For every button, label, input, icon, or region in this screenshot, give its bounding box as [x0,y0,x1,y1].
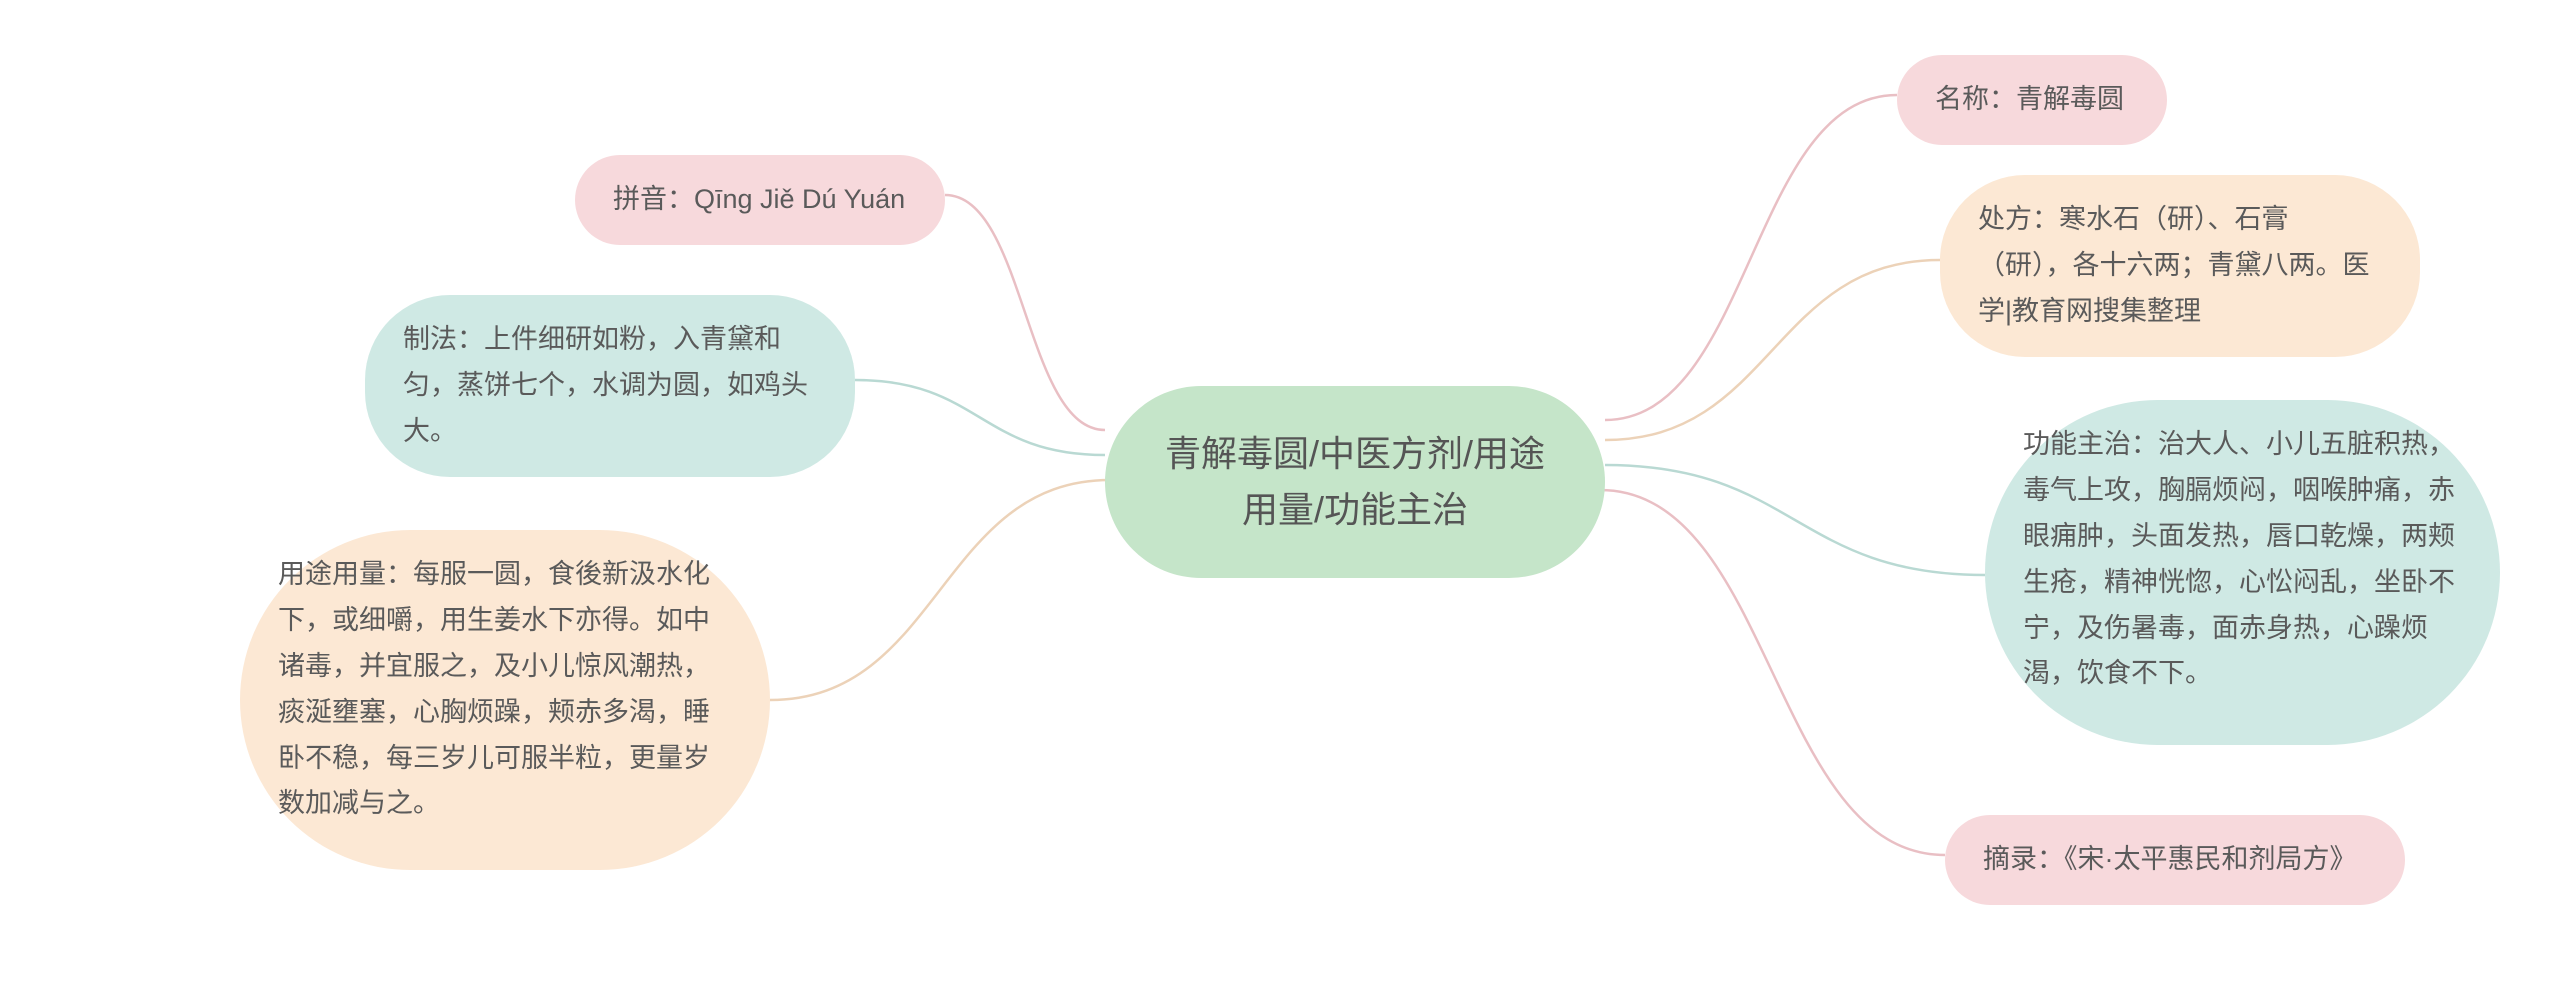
edge-pinyin [945,195,1105,430]
branch-yongtu-text: 用途用量：每服一圆，食後新汲水化下，或细嚼，用生姜水下亦得。如中诸毒，并宜服之，… [278,559,710,818]
edge-zhailu [1600,490,1945,855]
branch-gongneng-text: 功能主治：治大人、小儿五脏积热，毒气上攻，胸膈烦闷，咽喉肿痛，赤眼痈肿，头面发热… [2023,429,2455,688]
branch-gongneng: 功能主治：治大人、小儿五脏积热，毒气上攻，胸膈烦闷，咽喉肿痛，赤眼痈肿，头面发热… [1985,400,2500,745]
center-node-text: 青解毒圆/中医方剂/用途用量/功能主治 [1165,433,1545,530]
branch-pinyin-text: 拼音：Qīng Jiě Dú Yuán [613,184,905,214]
edge-chufang [1605,260,1940,440]
branch-zhailu: 摘录：《宋·太平惠民和剂局方》 [1945,815,2405,905]
branch-pinyin: 拼音：Qīng Jiě Dú Yuán [575,155,945,245]
branch-mingcheng: 名称：青解毒圆 [1897,55,2167,145]
edge-zhifa [855,380,1105,455]
center-node: 青解毒圆/中医方剂/用途用量/功能主治 [1105,386,1605,578]
edge-yongtu [770,480,1110,700]
branch-zhifa: 制法：上件细研如粉，入青黛和匀，蒸饼七个，水调为圆，如鸡头大。 [365,295,855,477]
branch-zhifa-text: 制法：上件细研如粉，入青黛和匀，蒸饼七个，水调为圆，如鸡头大。 [403,324,808,446]
branch-chufang: 处方：寒水石（研）、石膏（研），各十六两；青黛八两。医学|教育网搜集整理 [1940,175,2420,357]
branch-yongtu: 用途用量：每服一圆，食後新汲水化下，或细嚼，用生姜水下亦得。如中诸毒，并宜服之，… [240,530,770,870]
mindmap-canvas: 青解毒圆/中医方剂/用途用量/功能主治 拼音：Qīng Jiě Dú Yuán … [0,0,2560,981]
branch-zhailu-text: 摘录：《宋·太平惠民和剂局方》 [1983,844,2357,874]
edge-gongneng [1605,465,1985,575]
branch-mingcheng-text: 名称：青解毒圆 [1935,84,2124,114]
branch-chufang-text: 处方：寒水石（研）、石膏（研），各十六两；青黛八两。医学|教育网搜集整理 [1978,204,2370,326]
edge-mingcheng [1605,95,1897,420]
